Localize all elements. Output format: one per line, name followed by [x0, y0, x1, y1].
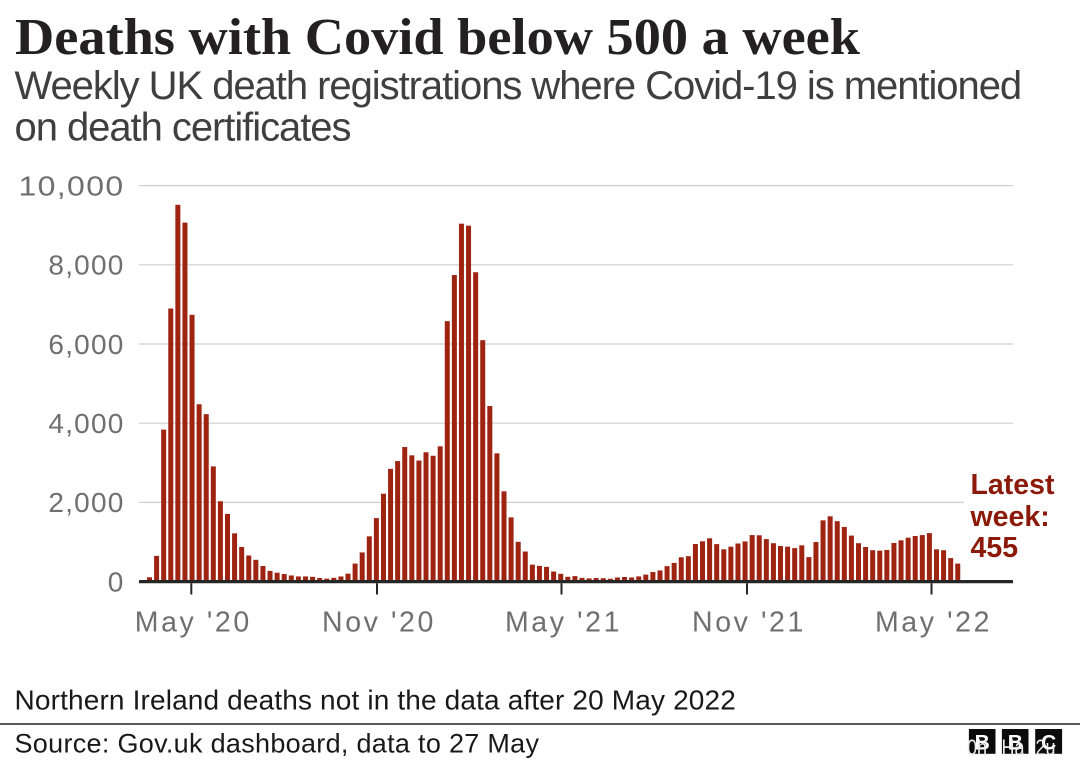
svg-text:C: C [1041, 731, 1056, 754]
svg-text:May '21: May '21 [505, 607, 622, 639]
svg-text:0h: 0h [967, 736, 987, 760]
svg-text:4,000: 4,000 [48, 408, 124, 439]
svg-text:B: B [1008, 731, 1023, 754]
svg-text:Nov '21: Nov '21 [692, 607, 806, 639]
svg-text:May '20: May '20 [135, 607, 252, 639]
svg-text:0: 0 [108, 566, 125, 597]
svg-text:week:: week: [970, 501, 1050, 533]
svg-text:May '22: May '22 [875, 607, 992, 639]
svg-text:Source: Gov.uk dashboard, data: Source: Gov.uk dashboard, data to 27 May [15, 728, 540, 758]
svg-text:455: 455 [971, 532, 1019, 564]
svg-text:2,000: 2,000 [48, 487, 124, 518]
svg-text:B: B [975, 731, 990, 754]
svg-text:2u: 2u [1036, 736, 1056, 760]
svg-text:Nov '20: Nov '20 [322, 607, 436, 639]
svg-text:Northern Ireland deaths not in: Northern Ireland deaths not in the data … [15, 685, 736, 716]
svg-text:8,000: 8,000 [48, 250, 124, 281]
svg-text:6,000: 6,000 [48, 329, 124, 360]
svg-text:Ha: Ha [1002, 736, 1026, 760]
svg-text:on death certificates: on death certificates [15, 106, 351, 150]
svg-text:10,000: 10,000 [19, 170, 125, 201]
svg-text:Latest: Latest [971, 469, 1055, 501]
svg-text:Weekly UK death registrations: Weekly UK death registrations where Covi… [15, 64, 1022, 108]
svg-text:Deaths with Covid below 500 a: Deaths with Covid below 500 a week [15, 8, 860, 66]
